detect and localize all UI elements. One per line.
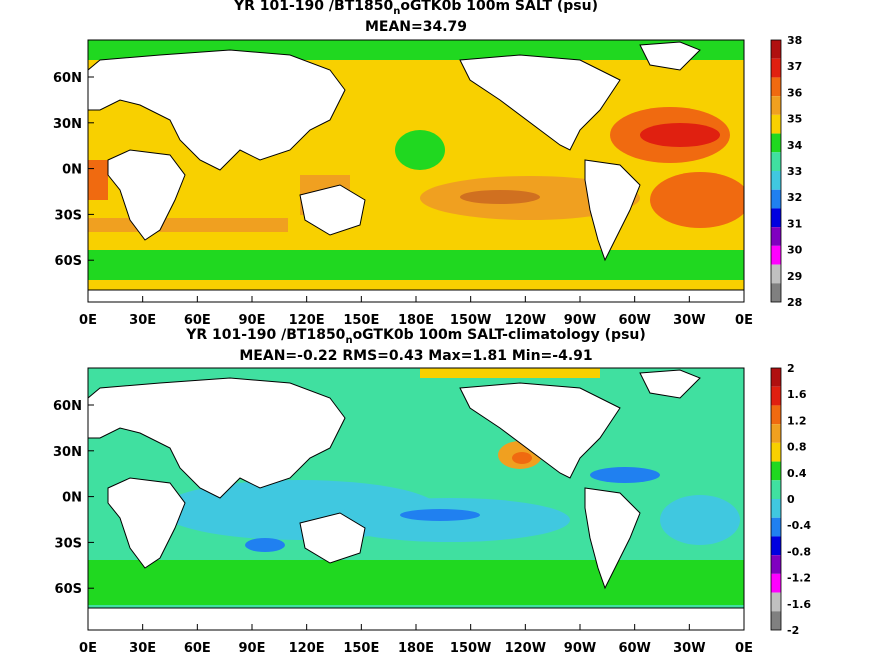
bay-low: [395, 130, 445, 170]
colorbar-label: 31: [787, 217, 802, 230]
south-atlantic-high: [650, 172, 744, 228]
colorbar-swatch: [771, 133, 781, 153]
y-tick-label: 60N: [53, 71, 82, 86]
colorbar-swatch: [771, 264, 781, 284]
y-tick-label: 0N: [62, 163, 82, 178]
colorbar-swatch: [771, 245, 781, 265]
colorbar-label: 30: [787, 244, 803, 257]
south-america-land: [584, 159, 641, 262]
x-tick-label: 60E: [184, 313, 211, 328]
panel1-title: YR 101-190 /BT1850noGTK0b 100m SALT (psu…: [233, 0, 598, 17]
colorbar-label: 33: [787, 165, 802, 178]
x-tick-label: 150E: [343, 313, 379, 328]
eurasia-land: [88, 49, 346, 171]
colorbar-label: 37: [787, 60, 802, 73]
southern-band: [88, 250, 744, 280]
south-pacific-core: [460, 190, 540, 204]
colorbar-swatch: [771, 227, 781, 246]
colorbar-swatch: [771, 77, 781, 97]
y-tick-label: 30N: [53, 117, 82, 132]
colorbar-label: 32: [787, 191, 802, 204]
x-tick-label: 150W: [450, 313, 491, 328]
colorbar-frame: [770, 39, 782, 303]
colorbar-swatch: [771, 171, 781, 190]
x-tick-label: 120W: [505, 313, 546, 328]
panel1-colorbar: 38 37 36 35 34 33 32 31 30 29 28: [770, 34, 803, 309]
africa-land: [107, 149, 186, 241]
panel1-axes: 0E 30E 60E 90E 120E 150E 180E 150W 120W 90W 60W 30W…: [53, 71, 753, 328]
x-tick-label: 0E: [735, 313, 753, 328]
colorbar-swatch: [771, 208, 781, 228]
colorbar-swatch: [771, 189, 781, 209]
south-indian-band: [88, 218, 288, 232]
y-tick-label: 60S: [55, 254, 82, 269]
colorbar-label: 36: [787, 86, 803, 99]
atlantic-east: [88, 160, 108, 200]
x-tick-label: 120E: [289, 313, 325, 328]
colorbar-label: 29: [787, 270, 802, 283]
colorbar-swatch: [771, 40, 781, 59]
colorbar-label: 28: [787, 296, 802, 309]
colorbar-swatch: [771, 114, 781, 134]
x-tick-label: 0E: [79, 313, 97, 328]
colorbar-swatch: [771, 283, 781, 302]
panel2-title: YR 101-190 /BT1850noGTK0b 100m SALT-clim…: [186, 327, 646, 346]
colorbar-swatch: [771, 96, 781, 115]
colorbar-label: 35: [787, 113, 802, 126]
x-tick-label: 90W: [564, 313, 596, 328]
x-tick-label: 30E: [129, 313, 156, 328]
colorbar-swatch: [771, 152, 781, 171]
greenland-land: [639, 41, 701, 71]
x-tick-label: 30W: [673, 313, 705, 328]
north-atlantic-core: [640, 123, 720, 147]
x-tick-label: 60W: [618, 313, 650, 328]
x-tick-label: 90E: [239, 313, 266, 328]
colorbar-label: 38: [787, 34, 802, 47]
y-tick-label: 30S: [55, 208, 82, 223]
panel1-stats: MEAN=34.79: [364, 19, 468, 35]
australia-land: [299, 184, 366, 236]
x-tick-label: 180E: [398, 313, 434, 328]
colorbar-swatch: [771, 58, 781, 78]
panel2-stats: MEAN=-0.22 RMS=0.43 Max=1.81 Min=-4.91: [239, 348, 593, 364]
north-america-land: [459, 54, 621, 151]
colorbar-label: 34: [787, 139, 803, 152]
